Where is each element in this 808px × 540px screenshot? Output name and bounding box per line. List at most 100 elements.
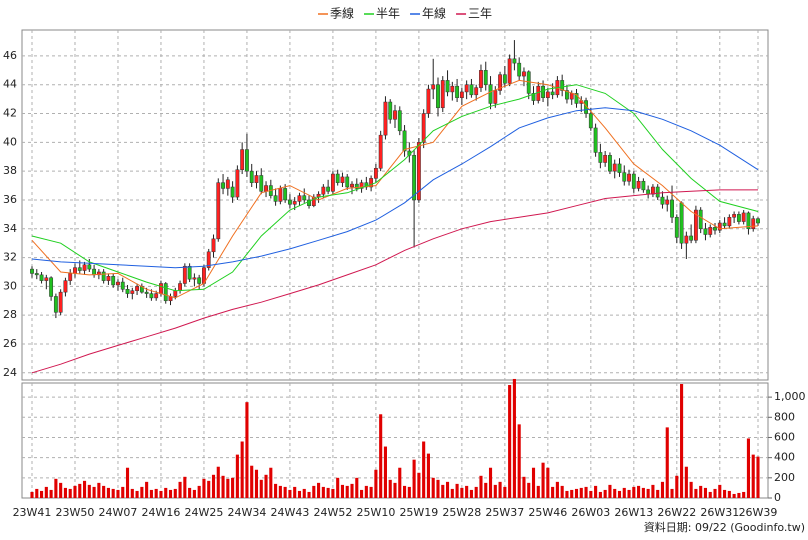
volume-bar	[92, 486, 96, 498]
candle-body	[49, 277, 54, 297]
volume-bar	[149, 489, 153, 498]
candle-body	[216, 182, 221, 240]
volume-bar	[594, 485, 598, 498]
candle-body	[283, 188, 288, 201]
candle-body	[393, 110, 397, 120]
volume-bar	[40, 490, 44, 498]
candle-body	[354, 183, 359, 189]
candle-body	[650, 186, 655, 195]
candle-body	[383, 101, 388, 136]
volume-bar	[403, 485, 407, 498]
volume-bar	[493, 484, 497, 498]
candle-body	[135, 286, 140, 291]
candle-body	[378, 134, 383, 169]
volume-bar	[613, 488, 617, 498]
volume-bar	[216, 466, 220, 498]
y-tick-label: 36	[3, 193, 17, 206]
volume-bar	[125, 467, 130, 498]
candle-body	[708, 227, 713, 235]
candle-body	[297, 195, 302, 202]
volume-bar	[675, 475, 679, 498]
x-tick-label: 24W34	[227, 506, 266, 519]
volume-bar	[44, 486, 48, 498]
x-tick-label: 26W22	[657, 506, 696, 519]
volume-bar	[278, 485, 282, 498]
candle-body	[541, 85, 545, 98]
volume-bar	[250, 465, 254, 498]
volume-bar	[479, 475, 483, 498]
candle-body	[617, 163, 622, 173]
candle-body	[39, 274, 44, 281]
volume-bar	[379, 414, 383, 498]
volume-bar	[551, 486, 555, 498]
volume-bar	[274, 483, 278, 498]
volume-bar	[49, 489, 53, 498]
volume-bar	[192, 489, 196, 498]
candle-body	[426, 88, 431, 114]
candle-body	[245, 149, 249, 172]
volume-bar	[307, 491, 311, 498]
volume-bar	[188, 487, 192, 498]
y-tick-label: 32	[3, 251, 17, 264]
candle-body	[684, 235, 689, 244]
volume-bar	[656, 489, 660, 498]
candle-body	[713, 227, 717, 231]
candle-body	[569, 93, 574, 100]
volume-bar	[168, 489, 173, 498]
candle-body	[259, 175, 264, 192]
volume-bar	[121, 486, 125, 498]
volume-bar	[360, 489, 364, 498]
y2-tick-label: 1,000	[774, 390, 806, 403]
volume-bar	[398, 467, 402, 498]
candle-body	[493, 90, 498, 104]
y-tick-label: 30	[3, 279, 17, 292]
candle-body	[655, 186, 660, 198]
candle-body	[63, 280, 68, 293]
volume-bar	[30, 491, 34, 498]
candle-body	[445, 80, 450, 93]
volume-bar	[326, 487, 330, 498]
volume-bar	[517, 424, 521, 498]
y-tick-label: 28	[3, 308, 17, 321]
candle-body	[474, 87, 479, 96]
candle-body	[479, 70, 483, 88]
candle-body	[187, 265, 192, 280]
candle-body	[464, 84, 469, 93]
candle-body	[330, 173, 335, 192]
candle-body	[431, 84, 436, 90]
candle-body	[440, 80, 445, 109]
volume-bar	[627, 489, 631, 498]
candle-body	[230, 186, 235, 198]
volume-bar	[269, 467, 273, 498]
volume-bar	[455, 483, 459, 498]
x-tick-label: 25W10	[356, 506, 395, 519]
y2-tick-label: 200	[774, 471, 795, 484]
volume-bar	[708, 491, 712, 498]
volume-bar	[488, 467, 493, 498]
volume-bar	[732, 493, 736, 498]
candle-body	[116, 281, 120, 286]
volume-bar	[703, 487, 708, 498]
candle-body	[732, 214, 737, 218]
y2-tick-label: 800	[774, 410, 795, 423]
volume-bar	[202, 478, 206, 498]
candle-body	[82, 264, 87, 271]
volume-bar	[235, 454, 239, 498]
candle-body	[178, 283, 182, 291]
x-tick-label: 25W19	[399, 506, 438, 519]
y-tick-label: 34	[3, 222, 17, 235]
volume-bar	[240, 441, 244, 498]
candle-body	[660, 196, 665, 205]
volume-bar	[632, 486, 636, 498]
volume-bar	[417, 472, 421, 498]
candle-body	[636, 180, 641, 189]
candle-body	[550, 91, 555, 96]
candle-body	[111, 276, 116, 286]
x-tick-label: 24W07	[99, 506, 138, 519]
candle-body	[292, 201, 297, 205]
candle-body	[574, 93, 579, 104]
volume-bar	[336, 477, 340, 498]
volume-bar	[598, 491, 602, 498]
volume-bar	[584, 486, 588, 498]
